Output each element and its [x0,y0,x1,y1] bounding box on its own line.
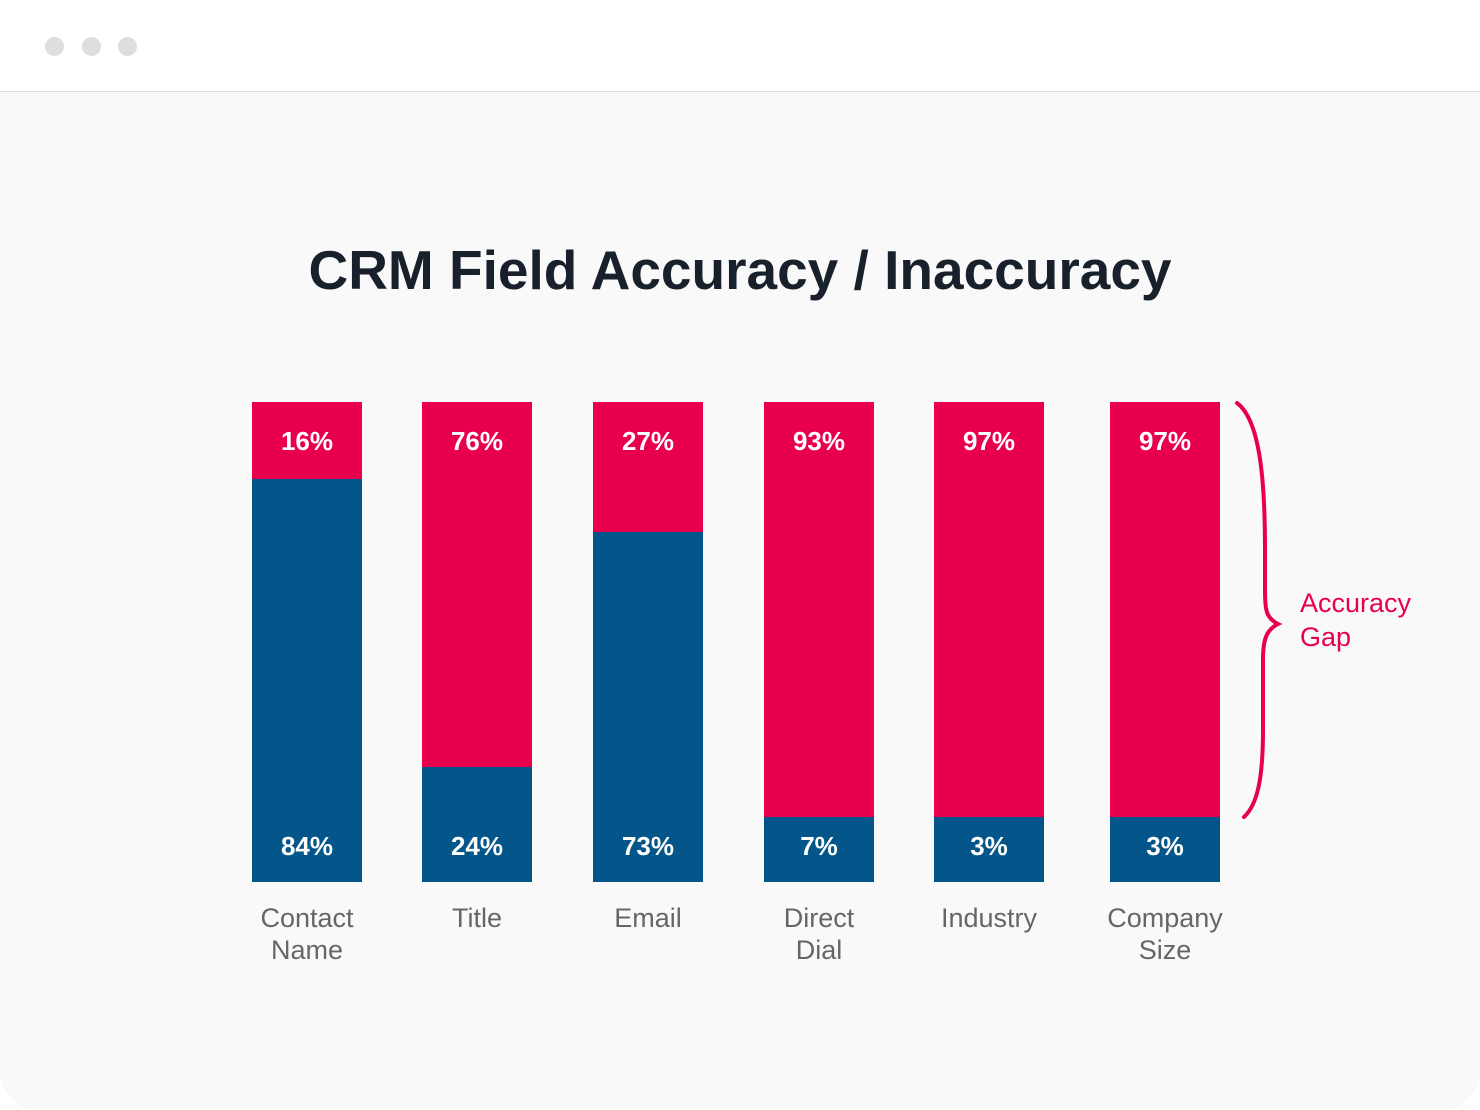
bar-segment-accurate [764,817,874,882]
category-label-line: Email [614,903,682,933]
accuracy-gap-brace [1235,401,1283,819]
bar-3: 93% 7% [764,402,874,882]
data-label-inaccurate: 16% [280,426,334,456]
category-label-line: Size [1138,935,1192,965]
category-label-line: Contact [260,903,354,933]
bar-0: 16% 84% [252,402,362,882]
category-label-line: Industry [940,903,1038,933]
category-label: Title [377,902,577,934]
category-label-line: Company [1107,903,1223,933]
bar-segment-accurate [1110,817,1220,882]
bar-4: 97% 3% [934,402,1044,882]
annotation-line: Accuracy [1300,588,1412,618]
bar-segment-inaccurate [252,402,362,479]
data-label-inaccurate: 97% [962,426,1016,456]
window-minimize-button[interactable] [82,37,101,56]
category-label: Contact Name [207,902,407,966]
data-label-accurate: 3% [1146,831,1184,861]
bar-segment-accurate [422,766,532,882]
bar-segment-accurate [934,817,1044,882]
category-label-line: Direct [783,903,855,933]
bar-segment-accurate [593,531,703,882]
data-label-accurate: 7% [800,831,838,861]
data-label-inaccurate: 27% [621,426,675,456]
bar-segment-inaccurate [764,402,874,817]
data-label-accurate: 3% [970,831,1008,861]
data-label-inaccurate: 97% [1138,426,1192,456]
data-label-accurate: 73% [621,831,675,861]
bar-5: 97% 3% [1110,402,1220,882]
chart-title: CRM Field Accuracy / Inaccuracy [308,239,1172,301]
category-label-line: Title [451,903,502,933]
bar-1: 76% 24% [422,402,532,882]
data-label-accurate: 84% [280,831,334,861]
data-label-inaccurate: 76% [450,426,504,456]
category-label: Email [548,902,748,934]
window-close-button[interactable] [45,37,64,56]
category-label: Direct Dial [719,902,919,966]
bar-segment-inaccurate [593,402,703,532]
bar-segment-accurate [252,478,362,882]
category-label: Industry [889,902,1089,934]
bar-2: 27% 73% [593,402,703,882]
data-label-inaccurate: 93% [792,426,846,456]
bar-segment-inaccurate [1110,402,1220,817]
bar-segment-inaccurate [934,402,1044,817]
title-bar [0,0,1480,92]
category-label-line: Name [270,935,344,965]
data-label-accurate: 24% [450,831,504,861]
window-maximize-button[interactable] [118,37,137,56]
category-label: Company Size [1065,902,1265,966]
annotation-line: Gap [1300,622,1352,652]
accuracy-gap-label: Accuracy Gap [1300,586,1411,654]
bar-segment-inaccurate [422,402,532,767]
category-label-line: Dial [795,935,843,965]
